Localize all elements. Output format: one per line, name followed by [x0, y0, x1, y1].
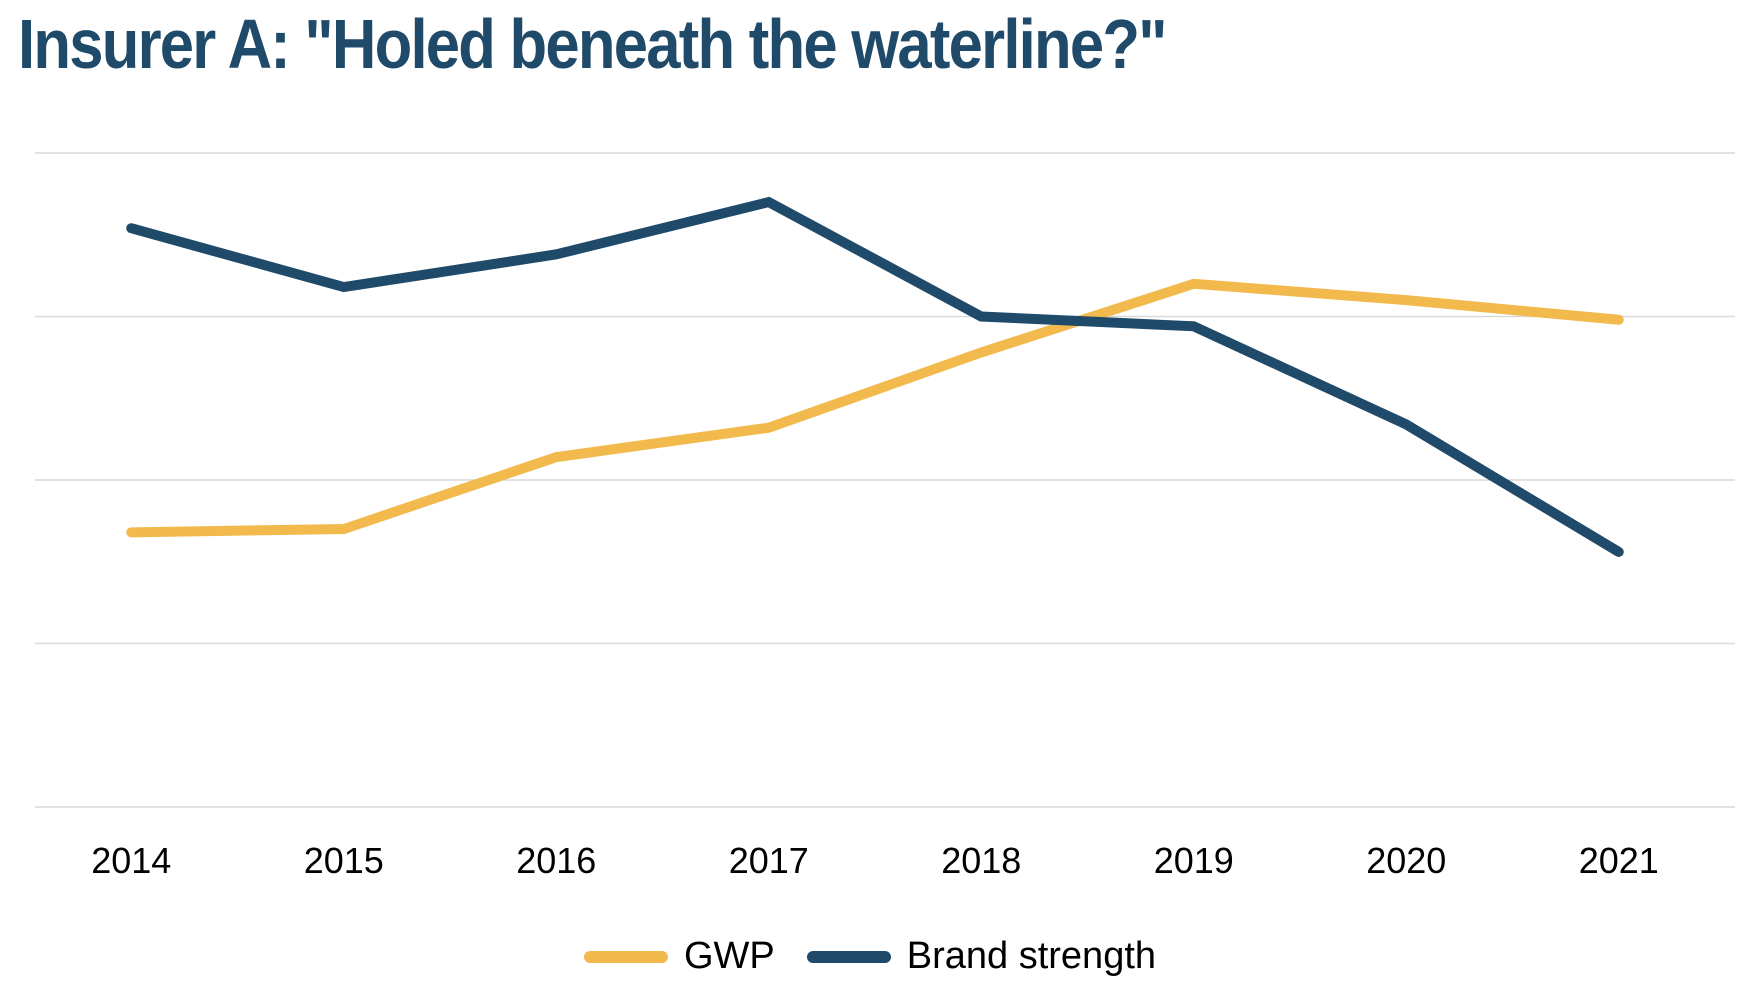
x-tick-label-2018: 2018 [941, 840, 1021, 881]
legend-item-brand-strength: Brand strength [806, 935, 1157, 978]
x-tick-label-2015: 2015 [304, 840, 384, 881]
legend-label-brand-strength: Brand strength [906, 935, 1157, 977]
x-tick-label-2014: 2014 [91, 840, 171, 881]
x-tick-label-2021: 2021 [1579, 840, 1659, 881]
legend-swatch-gwp [583, 950, 668, 963]
series-lines [126, 196, 1624, 557]
series-line-brand-strength [126, 196, 1624, 557]
series-line-gwp [126, 278, 1624, 538]
legend-item-gwp: GWP [583, 935, 775, 978]
x-tick-label-2020: 2020 [1366, 840, 1446, 881]
x-tick-label-2019: 2019 [1154, 840, 1234, 881]
legend-label-gwp: GWP [683, 935, 775, 977]
legend: GWP Brand strength [0, 935, 1740, 978]
x-tick-label-2017: 2017 [729, 840, 809, 881]
gridlines [35, 152, 1735, 808]
legend-swatch-brand-strength [806, 950, 891, 963]
x-axis-tick-labels: 2014 2015 2016 2017 2018 2019 2020 2021 [91, 840, 1659, 881]
chart-title: Insurer A: "Holed beneath the waterline?… [18, 5, 1167, 83]
x-tick-label-2016: 2016 [516, 840, 596, 881]
